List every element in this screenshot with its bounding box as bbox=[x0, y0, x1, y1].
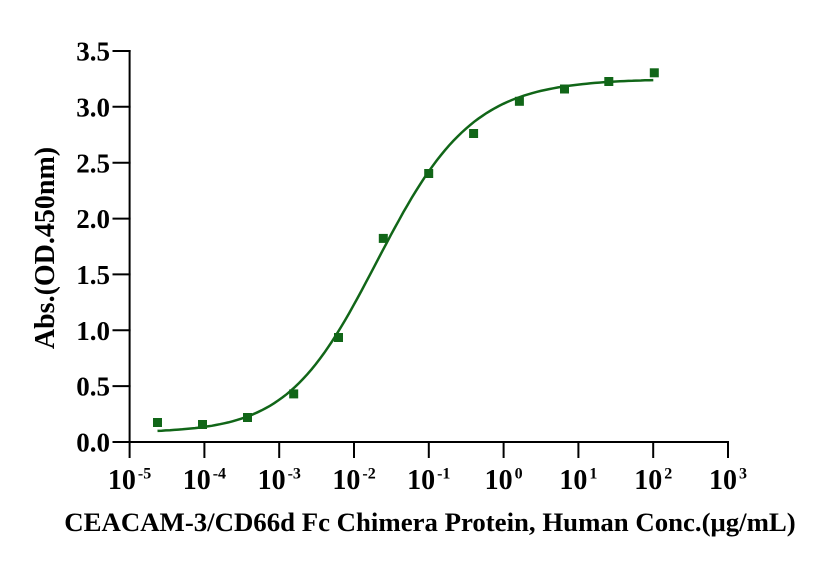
svg-text:2.0: 2.0 bbox=[76, 204, 110, 234]
svg-text:10: 10 bbox=[709, 465, 737, 496]
svg-text:-3: -3 bbox=[288, 466, 301, 483]
svg-text:10: 10 bbox=[332, 465, 360, 496]
svg-text:1: 1 bbox=[589, 466, 597, 483]
svg-text:-5: -5 bbox=[138, 466, 151, 483]
svg-text:2: 2 bbox=[664, 466, 672, 483]
svg-text:0: 0 bbox=[515, 466, 523, 483]
svg-text:10: 10 bbox=[634, 465, 662, 496]
svg-text:3.5: 3.5 bbox=[76, 37, 110, 67]
svg-text:10: 10 bbox=[407, 465, 435, 496]
svg-text:10: 10 bbox=[108, 465, 136, 496]
svg-text:0.5: 0.5 bbox=[76, 372, 110, 402]
svg-text:CEACAM-3/CD66d Fc Chimera Prot: CEACAM-3/CD66d Fc Chimera Protein, Human… bbox=[64, 507, 795, 537]
svg-text:-1: -1 bbox=[437, 466, 450, 483]
svg-text:2.5: 2.5 bbox=[76, 148, 110, 178]
svg-text:0.0: 0.0 bbox=[76, 428, 110, 458]
svg-text:-2: -2 bbox=[362, 466, 375, 483]
svg-text:Abs.(OD.450nm): Abs.(OD.450nm) bbox=[30, 147, 61, 349]
svg-text:10: 10 bbox=[258, 465, 286, 496]
svg-text:10: 10 bbox=[559, 465, 587, 496]
svg-text:3: 3 bbox=[739, 466, 747, 483]
svg-text:-4: -4 bbox=[213, 466, 226, 483]
svg-text:10: 10 bbox=[183, 465, 211, 496]
svg-text:10: 10 bbox=[485, 465, 513, 496]
svg-text:3.0: 3.0 bbox=[76, 92, 110, 122]
svg-text:1.5: 1.5 bbox=[76, 260, 110, 290]
svg-text:1.0: 1.0 bbox=[76, 316, 110, 346]
